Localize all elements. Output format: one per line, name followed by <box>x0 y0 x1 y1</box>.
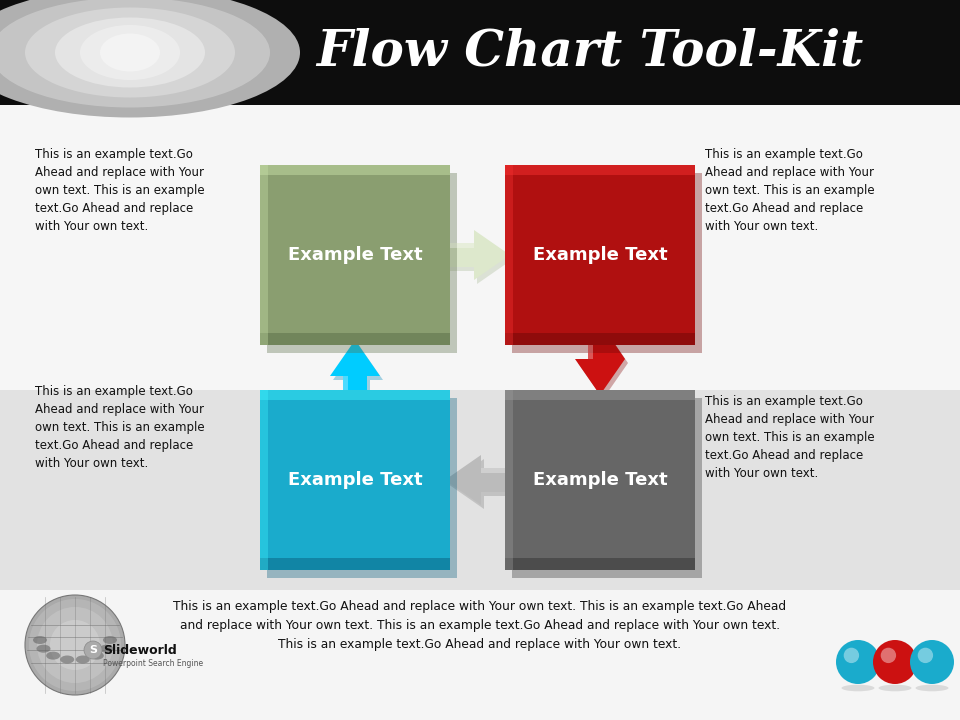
Ellipse shape <box>916 685 948 691</box>
Polygon shape <box>445 455 510 505</box>
Circle shape <box>880 648 896 663</box>
Bar <box>505 333 695 345</box>
Ellipse shape <box>100 34 160 71</box>
Text: Example Text: Example Text <box>533 471 667 489</box>
Text: This is an example text.Go
Ahead and replace with Your
own text. This is an exam: This is an example text.Go Ahead and rep… <box>35 385 204 470</box>
Ellipse shape <box>0 0 270 107</box>
Ellipse shape <box>36 644 51 652</box>
Polygon shape <box>445 243 474 248</box>
Polygon shape <box>481 468 510 473</box>
Circle shape <box>844 648 859 663</box>
Bar <box>260 165 450 175</box>
Ellipse shape <box>25 7 235 97</box>
Bar <box>505 558 695 570</box>
Text: Example Text: Example Text <box>288 471 422 489</box>
Bar <box>0 590 960 720</box>
Text: This is an example text.Go Ahead and replace with Your own text. This is an exam: This is an example text.Go Ahead and rep… <box>174 600 786 651</box>
Bar <box>0 390 960 590</box>
Ellipse shape <box>842 685 875 691</box>
Circle shape <box>25 595 125 695</box>
Ellipse shape <box>878 685 911 691</box>
Circle shape <box>918 648 933 663</box>
Bar <box>260 558 450 570</box>
Polygon shape <box>330 340 380 395</box>
Polygon shape <box>333 344 383 399</box>
Ellipse shape <box>33 636 47 644</box>
Ellipse shape <box>46 652 60 660</box>
Bar <box>260 165 450 345</box>
Bar <box>260 333 450 345</box>
Circle shape <box>50 620 100 670</box>
Bar <box>512 398 702 578</box>
Text: This is an example text.Go
Ahead and replace with Your
own text. This is an exam: This is an example text.Go Ahead and rep… <box>705 395 875 480</box>
Bar <box>260 165 268 345</box>
Bar <box>260 390 268 570</box>
Bar <box>505 390 695 400</box>
Bar <box>505 165 513 345</box>
Bar <box>267 398 457 578</box>
Circle shape <box>29 599 121 691</box>
Ellipse shape <box>60 655 74 664</box>
Ellipse shape <box>80 25 180 80</box>
Bar <box>0 105 960 390</box>
Text: Slideworld: Slideworld <box>103 644 177 657</box>
Circle shape <box>910 640 954 684</box>
Circle shape <box>84 641 102 659</box>
Bar <box>260 390 450 400</box>
Bar <box>505 165 695 345</box>
Text: Example Text: Example Text <box>533 246 667 264</box>
Bar <box>0 0 960 105</box>
Text: Example Text: Example Text <box>288 246 422 264</box>
Bar <box>505 390 513 570</box>
Ellipse shape <box>0 0 300 117</box>
Polygon shape <box>448 459 513 509</box>
Ellipse shape <box>100 644 113 652</box>
Text: Flow Chart Tool-Kit: Flow Chart Tool-Kit <box>317 28 864 77</box>
Bar <box>505 390 695 570</box>
Text: This is an example text.Go
Ahead and replace with Your
own text. This is an exam: This is an example text.Go Ahead and rep… <box>705 148 875 233</box>
Circle shape <box>836 640 880 684</box>
Polygon shape <box>343 376 348 395</box>
Bar <box>512 173 702 353</box>
Ellipse shape <box>55 17 205 88</box>
Ellipse shape <box>76 655 90 664</box>
Text: Powerpoint Search Engine: Powerpoint Search Engine <box>103 659 204 667</box>
Text: S: S <box>89 645 97 655</box>
Bar <box>267 173 457 353</box>
Bar <box>260 390 450 570</box>
Polygon shape <box>445 230 510 280</box>
Polygon shape <box>575 340 625 395</box>
Circle shape <box>873 640 917 684</box>
Bar <box>505 165 695 175</box>
Circle shape <box>37 607 113 683</box>
Polygon shape <box>448 234 513 284</box>
Ellipse shape <box>103 636 117 644</box>
Text: This is an example text.Go
Ahead and replace with Your
own text. This is an exam: This is an example text.Go Ahead and rep… <box>35 148 204 233</box>
Ellipse shape <box>90 652 104 660</box>
Polygon shape <box>588 340 593 359</box>
Polygon shape <box>578 344 628 399</box>
